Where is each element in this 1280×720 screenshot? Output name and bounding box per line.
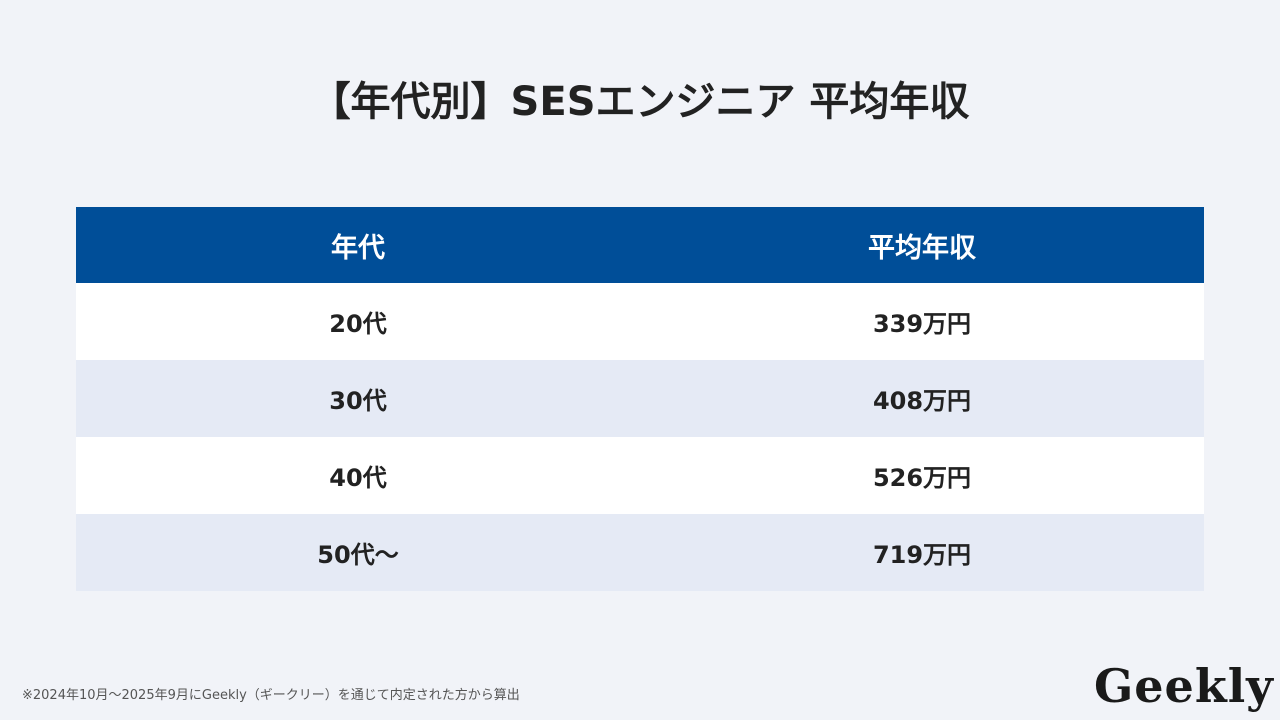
cell-age: 20代 (329, 310, 387, 338)
header-age: 年代 (331, 232, 385, 264)
page-title: 【年代別】SESエンジニア 平均年収 (310, 79, 970, 125)
table-row: 40代 526万円 (76, 437, 1204, 514)
table-header: 年代 平均年収 (76, 207, 1204, 283)
cell-salary: 339万円 (872, 310, 972, 338)
header-salary: 平均年収 (868, 232, 976, 264)
cell-salary: 408万円 (872, 387, 972, 415)
geekly-logo: Geekly (1094, 659, 1274, 713)
footnote: ※2024年10月〜2025年9月にGeekly（ギークリー）を通じて内定された… (22, 688, 520, 703)
table-row: 20代 339万円 (76, 283, 1204, 360)
cell-age: 50代〜 (317, 541, 399, 569)
cell-salary: 526万円 (872, 464, 972, 492)
cell-age: 30代 (329, 387, 387, 415)
table-row: 30代 408万円 (76, 360, 1204, 437)
table-row: 50代〜 719万円 (76, 514, 1204, 591)
salary-table: 年代 平均年収 20代 339万円 30代 408万円 40代 526万円 50… (76, 207, 1204, 591)
cell-salary: 719万円 (872, 541, 972, 569)
cell-age: 40代 (329, 464, 387, 492)
